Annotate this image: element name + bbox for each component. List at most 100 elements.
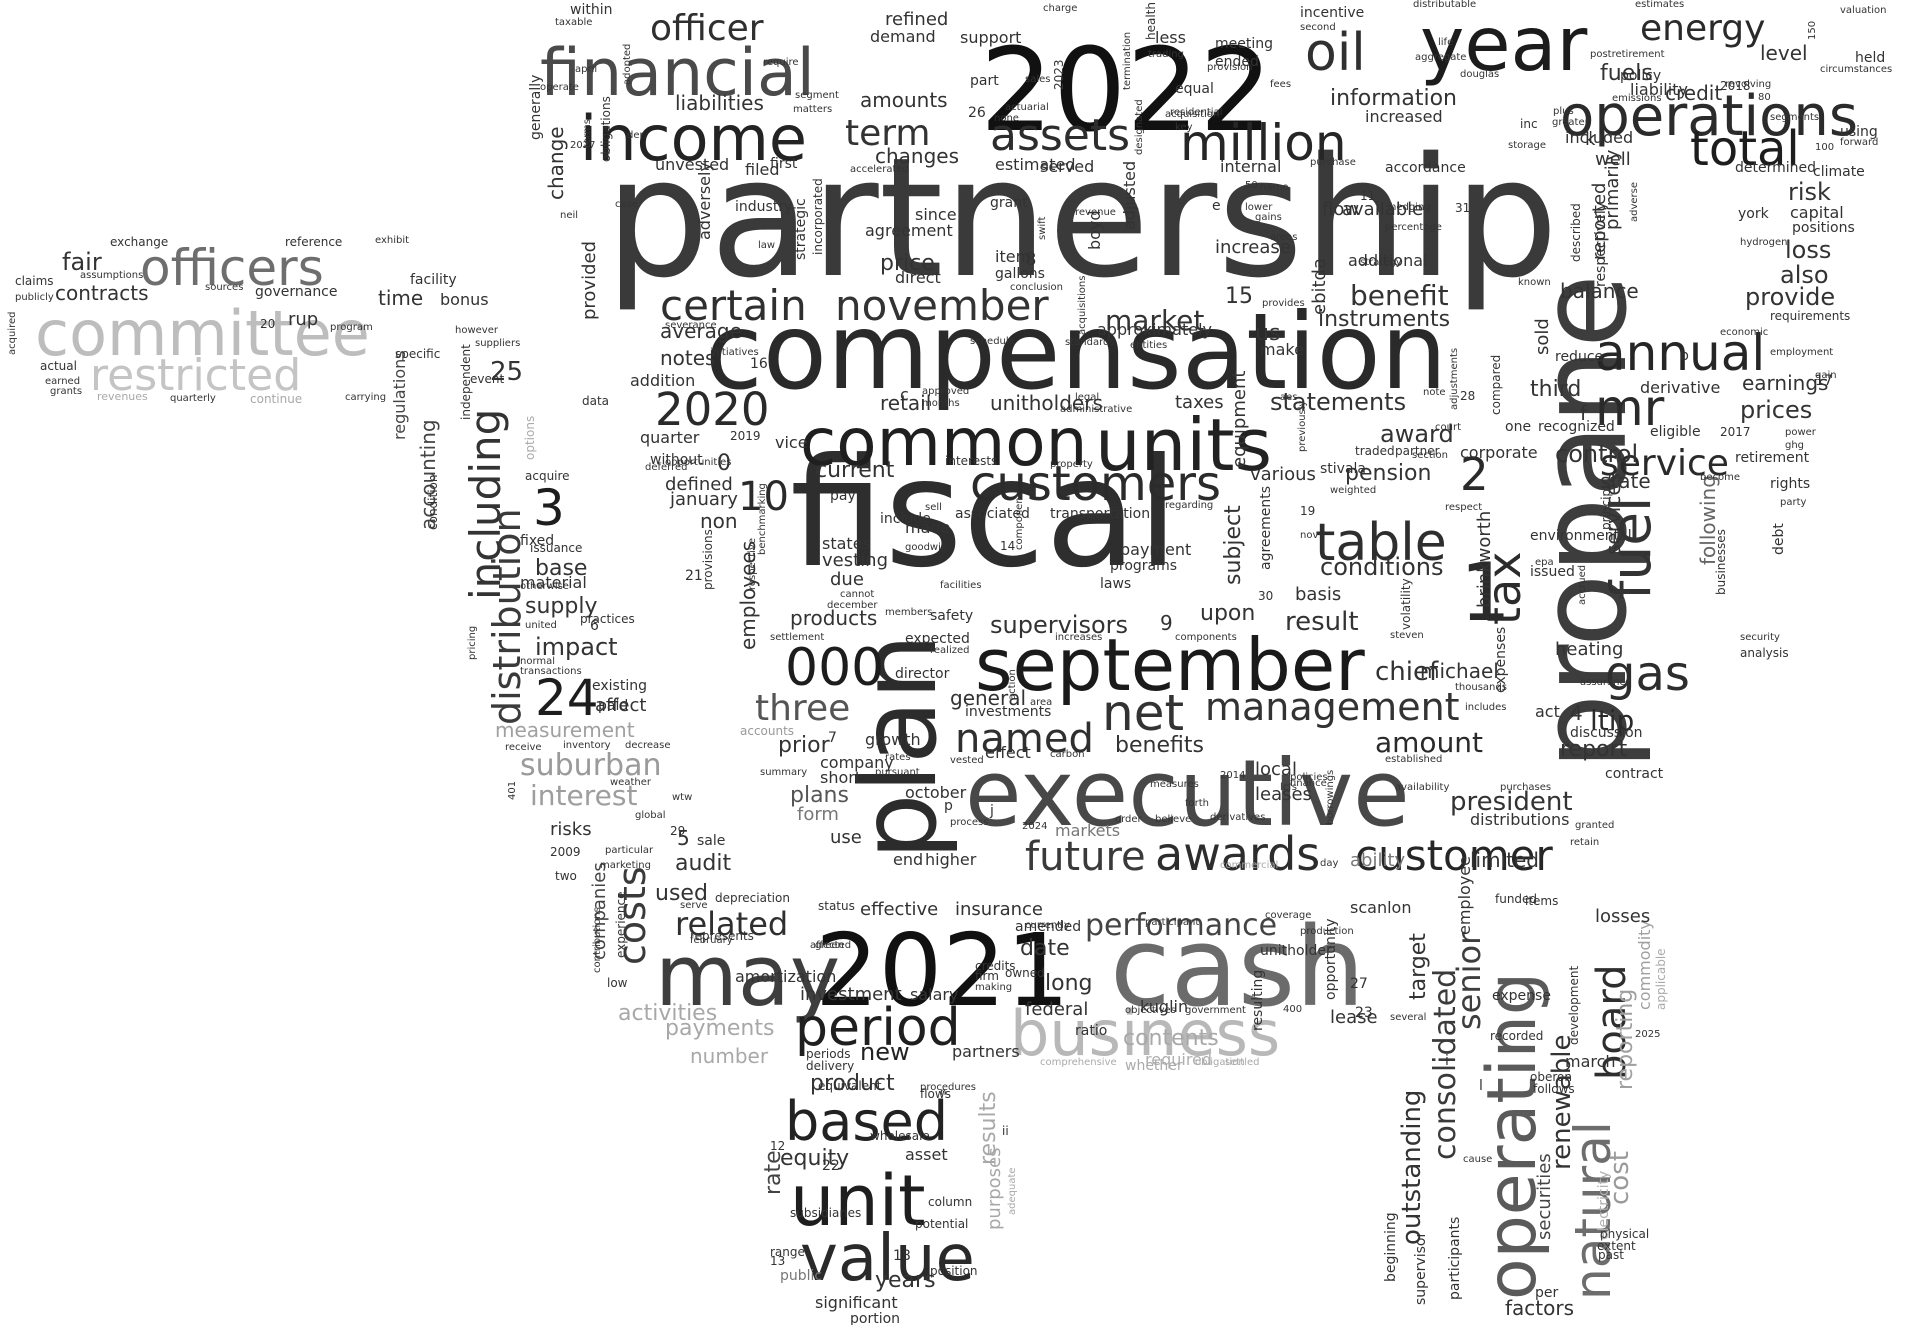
cloud-word: grants	[50, 386, 82, 397]
cloud-word: estimated	[995, 155, 1076, 174]
cloud-word: sources	[205, 282, 243, 293]
cloud-word: effect	[985, 743, 1031, 762]
cloud-word: practices	[580, 612, 635, 626]
cloud-word: costs	[610, 866, 654, 965]
cloud-word: scanlon	[1350, 898, 1411, 917]
cloud-word: based	[785, 1090, 948, 1153]
cloud-word: 13	[770, 1254, 785, 1268]
cloud-word: contracts	[55, 281, 149, 305]
cloud-word: loss	[1785, 236, 1831, 264]
cloud-word: initiatives	[710, 347, 759, 358]
cloud-word: acquisitions	[1077, 276, 1088, 335]
cloud-word: electricity	[1596, 1171, 1612, 1240]
cloud-word: aggregate	[1415, 52, 1466, 63]
cloud-word: periods	[806, 1047, 850, 1061]
cloud-word: michael	[1420, 659, 1499, 683]
cloud-word: payment	[1120, 540, 1191, 559]
cloud-word: assets	[990, 110, 1130, 161]
cloud-word: emissions	[1612, 93, 1662, 104]
cloud-word: prior	[778, 733, 831, 758]
cloud-word: global	[635, 810, 666, 821]
cloud-word: executive	[965, 740, 1410, 847]
cloud-word: provides	[1262, 298, 1305, 309]
cloud-word: column	[928, 1195, 972, 1209]
cloud-word: approximately	[1097, 320, 1212, 339]
cloud-word: sold	[1532, 318, 1553, 355]
cloud-word: mr	[1595, 379, 1665, 437]
cloud-word: inc	[1520, 117, 1538, 131]
cloud-word: short	[820, 768, 861, 787]
cloud-word: investments	[965, 704, 1051, 720]
cloud-word: adopted	[622, 44, 633, 85]
cloud-word: participant	[1145, 917, 1199, 928]
cloud-word: i	[1445, 1053, 1449, 1069]
cloud-word: f	[1580, 401, 1588, 425]
cloud-word: energy	[1640, 8, 1765, 49]
cloud-word: plus	[1553, 106, 1574, 117]
cloud-word: make	[1260, 340, 1304, 359]
cloud-word: form	[797, 804, 839, 825]
cloud-word: 2024	[1022, 821, 1047, 832]
cloud-word: limited	[1470, 848, 1539, 872]
cloud-word: opportunity	[1323, 918, 1339, 1000]
cloud-word: part	[970, 73, 999, 89]
cloud-word: united	[525, 620, 557, 631]
cloud-word: finance	[1290, 778, 1327, 789]
cloud-word: carrying	[345, 392, 386, 403]
cloud-word: tax	[1477, 552, 1531, 625]
cloud-word: asset	[905, 1145, 948, 1164]
cloud-word: benchmarking	[757, 483, 768, 555]
cloud-word: analysis	[1740, 646, 1789, 660]
cloud-word: distribution	[485, 508, 529, 725]
cloud-word: 21	[685, 568, 703, 584]
cloud-word: february	[690, 935, 733, 946]
cloud-word: 9	[1160, 611, 1173, 635]
cloud-word: 14	[1000, 539, 1015, 553]
cloud-word: weather	[610, 777, 652, 788]
cloud-word: security	[1740, 632, 1780, 643]
cloud-word: higher	[925, 850, 977, 869]
cloud-word: plan	[838, 633, 960, 860]
cloud-word: adverse	[1629, 182, 1640, 222]
cloud-word: employee	[1455, 856, 1474, 935]
cloud-word: principal	[1599, 478, 1613, 530]
cloud-word: percentage	[1385, 222, 1442, 233]
cloud-word: one	[1505, 419, 1531, 435]
cloud-word: debt	[1771, 523, 1787, 555]
cloud-word: accrued	[1577, 565, 1588, 605]
cloud-word: contract	[1605, 766, 1664, 782]
cloud-word: follows	[1533, 1082, 1575, 1096]
cloud-word: liabilities	[675, 91, 764, 115]
cloud-word: program	[330, 322, 373, 333]
cloud-word: ghg	[1785, 440, 1804, 451]
cloud-word: april	[575, 64, 597, 75]
cloud-word: number	[690, 1044, 769, 1068]
cloud-word: n	[940, 1087, 946, 1098]
cloud-word: transactions	[520, 666, 582, 677]
cloud-word: pricing	[467, 626, 478, 660]
cloud-word: 4	[1570, 701, 1583, 725]
cloud-word: credits	[975, 959, 1016, 973]
cloud-word: boyd	[1085, 210, 1104, 250]
cloud-word: acquired	[7, 312, 18, 355]
cloud-word: summary	[760, 767, 807, 778]
cloud-word: laws	[1100, 576, 1131, 592]
cloud-word: certain	[660, 281, 807, 330]
cloud-word: steven	[1390, 630, 1424, 641]
cloud-word: generally	[528, 75, 544, 140]
cloud-word: potential	[915, 1217, 968, 1231]
cloud-word: time	[378, 286, 423, 310]
cloud-word: areas	[1270, 232, 1298, 243]
cloud-word: owned	[1005, 966, 1045, 980]
cloud-word: greater	[1552, 117, 1590, 128]
cloud-word: direct	[895, 268, 941, 287]
cloud-word: report	[1560, 737, 1628, 762]
cloud-word: company	[820, 753, 894, 772]
cloud-word: 25	[490, 357, 523, 387]
cloud-word: may	[655, 927, 840, 1026]
cloud-word: services	[1601, 473, 1625, 555]
cloud-word: payments	[665, 1016, 774, 1041]
cloud-word: results	[976, 1091, 1001, 1165]
cloud-word: nov	[1300, 530, 1318, 541]
